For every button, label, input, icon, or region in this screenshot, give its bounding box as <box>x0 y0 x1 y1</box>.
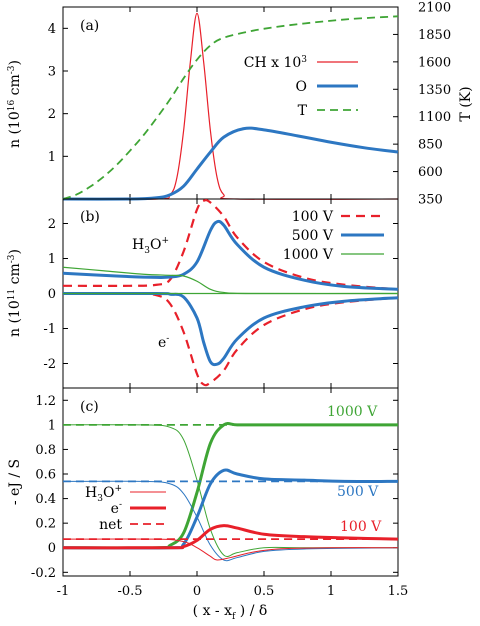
legend-item-h3o: H3O+ <box>85 484 122 504</box>
legend-item-100v: 100 V <box>292 209 334 225</box>
panel-c-ylabel: - eJ / S <box>7 459 23 505</box>
y2-tick-label: 1350 <box>418 83 451 98</box>
y-tick-label: -2 <box>43 357 56 372</box>
panel-b-legend: 100 V 500 V 1000 V <box>283 209 384 263</box>
panel-c-legend: H3O+ e- net <box>85 484 166 533</box>
annotation-h3o: H3O+ <box>132 236 169 256</box>
series-line <box>62 15 399 200</box>
y-tick-label: 1 <box>48 150 56 165</box>
y-tick-label: 1.2 <box>35 394 56 409</box>
annotation-500v: 500 V <box>337 484 379 500</box>
y-tick-label: 4 <box>48 22 56 37</box>
y-tick-label: 0 <box>48 541 56 556</box>
x-tick-label: 0.5 <box>254 584 275 599</box>
y2-tick-label: 850 <box>418 138 443 153</box>
y2-tick-label: 600 <box>418 165 443 180</box>
panel-a-label: (a) <box>80 18 99 34</box>
series-line <box>62 480 399 562</box>
panel-a-ylabel: n (1016 cm-3) <box>7 60 23 148</box>
x-tick-label: 1.5 <box>388 584 409 599</box>
y-tick-label: 0.2 <box>35 517 56 532</box>
y2-tick-label: 350 <box>418 193 443 208</box>
y-tick-label: 0.6 <box>35 468 56 483</box>
y-tick-label: 1 <box>48 252 56 267</box>
legend-item-ch: CH x 103 <box>244 55 308 71</box>
y-tick-label: 0.4 <box>35 492 56 507</box>
y2-tick-label: 2100 <box>418 1 451 16</box>
series-line <box>62 292 399 387</box>
panel-b-ylabel: n (1011 cm-3) <box>7 249 23 337</box>
legend-item-o: O <box>296 79 307 95</box>
legend-item-1000v: 1000 V <box>283 247 334 263</box>
panel-c-label: (c) <box>80 399 99 415</box>
y-tick-label: 0 <box>48 287 56 302</box>
annotation-electron: e- <box>158 334 169 351</box>
panel-a-ylabel-right: T (K) <box>458 86 474 121</box>
legend-item-electron: e- <box>111 500 122 517</box>
y2-tick-label: 1600 <box>418 55 451 70</box>
y-tick-label: -1 <box>43 322 56 337</box>
y-tick-label: 1 <box>48 418 56 433</box>
x-axis-label: ( x - xf ) / δ <box>193 603 268 622</box>
panel-c: -0.200.20.40.60.811.2-1 -0.5 0 0.5 1 1.5 (c) … <box>7 387 408 622</box>
y-tick-label: 2 <box>48 107 56 122</box>
panel-a-legend: CH x 103 O T <box>244 55 358 119</box>
panel-b-ticks: -2 -1 0 1 2 <box>43 199 399 388</box>
panel-c-ticks: -0.2 0 0.2 0.4 0.6 0.8 1 1.2 -1 -0.5 0 0.5 1 1.5 <box>31 388 408 599</box>
series-line <box>62 219 399 291</box>
panel-a-series <box>62 12 399 201</box>
legend-item-500v: 500 V <box>292 228 334 244</box>
panel-a-ticks: 1 2 3 4 350 600 850 1100 1350 1600 1850 2100 <box>48 1 451 208</box>
annotation-1000v: 1000 V <box>327 404 378 420</box>
series-line <box>62 199 399 291</box>
y-tick-label: 0.8 <box>35 443 56 458</box>
series-line <box>62 524 399 550</box>
panel-b-series <box>62 199 399 387</box>
series-line <box>62 266 399 295</box>
series-line <box>62 538 399 561</box>
y2-tick-label: 1850 <box>418 28 451 43</box>
x-tick-label: -0.5 <box>117 584 142 599</box>
legend-item-t: T <box>298 103 308 119</box>
series-line <box>62 291 399 367</box>
x-tick-label: 0 <box>193 584 201 599</box>
y-tick-label: 3 <box>48 65 56 80</box>
panel-b-label: (b) <box>80 209 100 225</box>
panel-c-series <box>62 422 399 562</box>
legend-item-net: net <box>99 517 122 533</box>
series-line <box>62 126 399 201</box>
y-tick-label: 2 <box>48 217 56 232</box>
annotation-100v: 100 V <box>340 519 382 535</box>
panel-b: -2 -1 0 1 2 (b) n (1011 cm-3) H3O+ e- 100 V … <box>7 198 399 389</box>
y-tick-label: -0.2 <box>31 566 56 581</box>
series-line <box>62 12 399 200</box>
y2-tick-label: 1100 <box>418 110 451 125</box>
panel-a: 1 2 3 4 350 600 850 1100 1350 1600 1850 2100 (a) n … <box>7 1 474 208</box>
x-tick-label: -1 <box>57 584 70 599</box>
x-tick-label: 1 <box>327 584 335 599</box>
